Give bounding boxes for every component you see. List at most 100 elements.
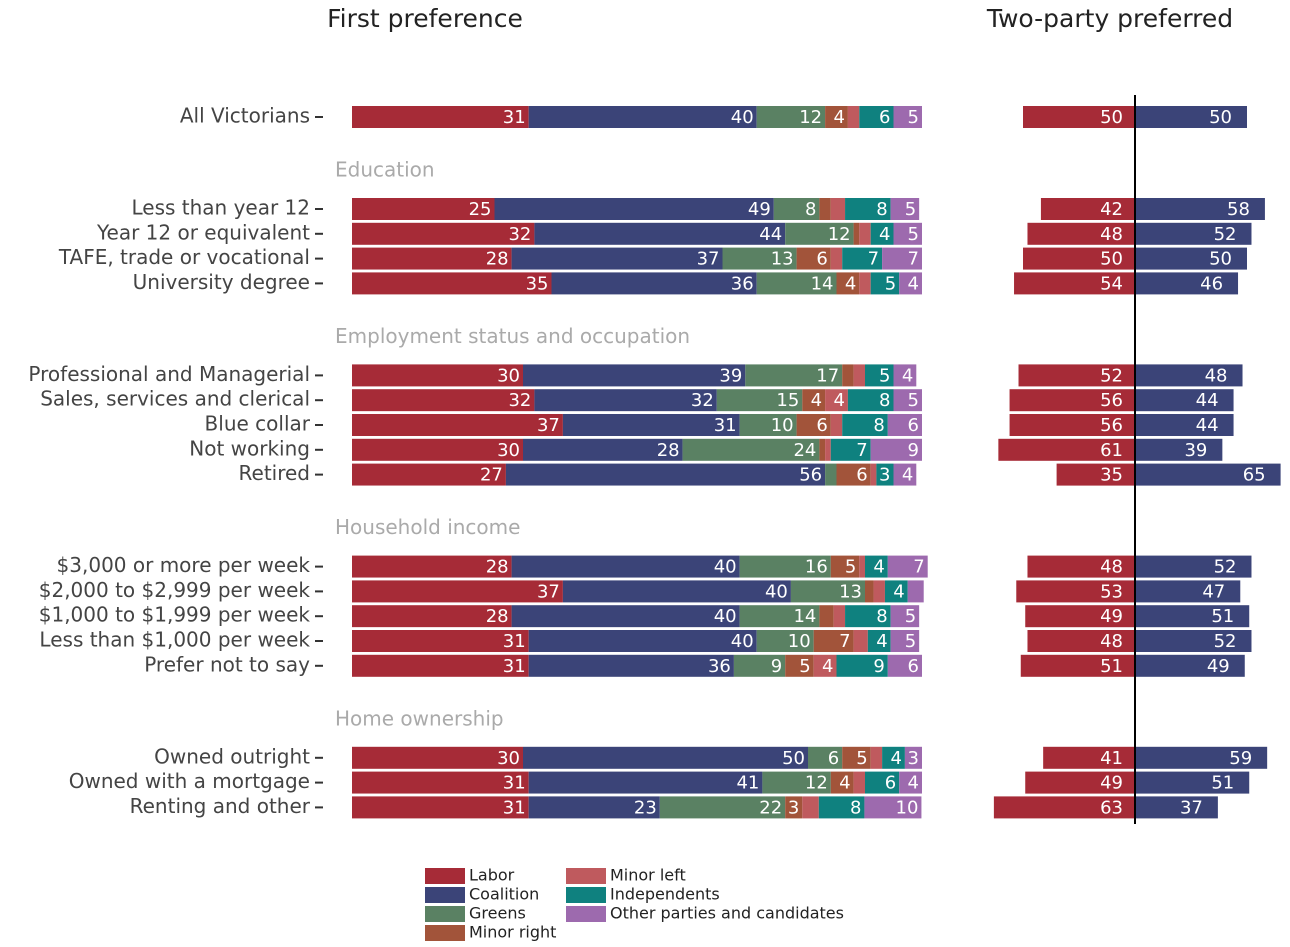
row-label: Prefer not to say xyxy=(144,652,310,676)
bar xyxy=(1027,555,1135,578)
segment-label: 31 xyxy=(503,656,526,677)
bar xyxy=(1135,438,1223,461)
segment-label: 9 xyxy=(908,440,919,461)
segment-label: 49 xyxy=(748,199,771,220)
segment-label: 8 xyxy=(850,797,861,818)
segment-label: 4 xyxy=(876,631,887,652)
bar-segment xyxy=(352,247,512,270)
segment-label: 10 xyxy=(788,631,811,652)
bar xyxy=(1025,771,1135,794)
bar-segment xyxy=(562,414,740,436)
bar-segment xyxy=(762,771,831,794)
segment-label: 17 xyxy=(816,365,839,386)
bar xyxy=(998,438,1135,461)
segment-label: 4 xyxy=(893,581,904,602)
bar-label: 54 xyxy=(1100,273,1123,294)
bar-segment xyxy=(733,654,786,677)
bar-segment xyxy=(818,796,865,819)
bar-segment xyxy=(659,796,786,819)
bar xyxy=(1135,771,1250,794)
bar-segment xyxy=(853,630,868,652)
bar-segment xyxy=(511,555,740,578)
bar xyxy=(1043,746,1135,769)
legend-label: Coalition xyxy=(469,885,539,904)
segment-label: 37 xyxy=(537,415,560,436)
bar-segment xyxy=(352,580,563,603)
bar-segment xyxy=(845,605,891,628)
segment-label: 5 xyxy=(845,557,856,578)
bar-segment xyxy=(870,746,883,769)
row-label: $3,000 or more per week xyxy=(57,553,311,577)
segment-label: 36 xyxy=(708,656,731,677)
segment-label: 7 xyxy=(913,557,924,578)
legend-swatch xyxy=(425,868,465,884)
bar-segment xyxy=(528,106,757,128)
segment-label: 56 xyxy=(799,465,822,486)
group-header: Education xyxy=(335,158,435,182)
bar-segment xyxy=(528,796,660,819)
bar-segment xyxy=(523,364,746,387)
bar-label: 53 xyxy=(1100,581,1123,602)
row-label: Owned outright xyxy=(154,744,310,768)
segment-label: 7 xyxy=(856,440,867,461)
segment-label: 5 xyxy=(908,224,919,245)
segment-label: 15 xyxy=(776,390,799,411)
bar-label: 46 xyxy=(1200,273,1223,294)
bar-label: 59 xyxy=(1229,748,1252,769)
segment-label: 4 xyxy=(879,224,890,245)
segment-label: 23 xyxy=(634,797,657,818)
bar-segment xyxy=(890,630,920,652)
segment-label: 8 xyxy=(876,606,887,627)
bar xyxy=(1025,605,1135,628)
bar-segment xyxy=(352,746,523,769)
bar-label: 50 xyxy=(1209,249,1232,270)
segment-label: 10 xyxy=(771,415,794,436)
bar xyxy=(1135,272,1239,295)
bar-segment xyxy=(716,389,803,412)
bar-segment xyxy=(859,272,871,295)
segment-label: 6 xyxy=(885,773,896,794)
bar-segment xyxy=(352,222,535,245)
bar xyxy=(1014,272,1135,295)
segment-label: 40 xyxy=(765,581,788,602)
segment-label: 13 xyxy=(771,249,794,270)
segment-label: 3 xyxy=(908,748,919,769)
bar-label: 52 xyxy=(1214,224,1237,245)
segment-label: 14 xyxy=(811,273,834,294)
bar-segment xyxy=(833,605,846,628)
group-header: Employment status and occupation xyxy=(335,324,690,348)
bar-segment xyxy=(847,106,860,128)
bar xyxy=(1009,389,1135,412)
segment-label: 22 xyxy=(759,797,782,818)
bar-segment xyxy=(893,106,922,128)
segment-label: 3 xyxy=(788,797,799,818)
bar-segment xyxy=(865,555,888,578)
bar-label: 63 xyxy=(1100,797,1123,818)
bar-segment xyxy=(853,364,865,387)
bar xyxy=(1016,580,1135,603)
group-header: Household income xyxy=(335,515,520,539)
segment-label: 32 xyxy=(508,390,531,411)
segment-label: 25 xyxy=(469,199,492,220)
bar-segment xyxy=(842,746,871,769)
bar-segment xyxy=(528,654,734,677)
bar-label: 65 xyxy=(1243,465,1266,486)
bar-segment xyxy=(796,414,831,436)
bar-segment xyxy=(534,222,786,245)
bar xyxy=(1009,414,1135,436)
segment-label: 8 xyxy=(879,390,890,411)
segment-label: 4 xyxy=(902,465,913,486)
segment-label: 16 xyxy=(805,557,828,578)
bar-segment xyxy=(773,198,820,220)
bar-segment xyxy=(813,630,854,652)
bar-label: 58 xyxy=(1227,199,1250,220)
legend-label: Minor right xyxy=(469,923,556,942)
segment-label: 40 xyxy=(731,107,754,128)
bar-label: 42 xyxy=(1100,199,1123,220)
bar-segment xyxy=(505,463,826,486)
bar-segment xyxy=(887,555,928,578)
row-label: University degree xyxy=(133,270,310,294)
bar-segment xyxy=(904,746,922,769)
bar-segment xyxy=(790,580,865,603)
bar-label: 56 xyxy=(1100,390,1123,411)
